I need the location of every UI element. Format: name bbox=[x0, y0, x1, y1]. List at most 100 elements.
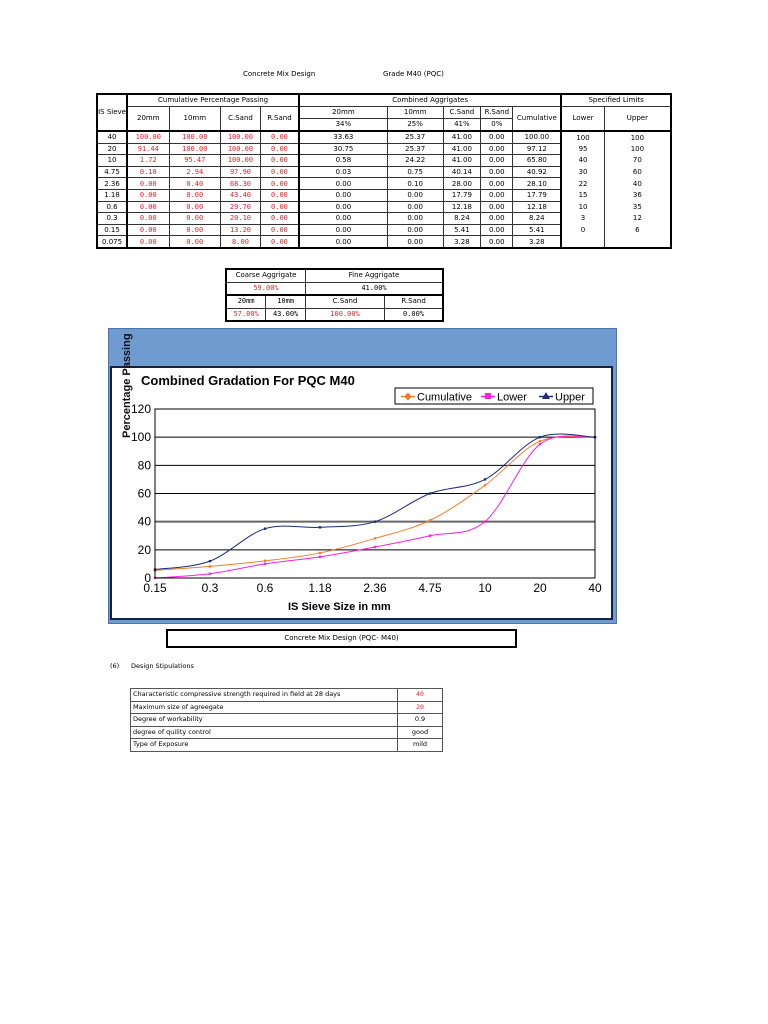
pct-10mm: 25% bbox=[386, 118, 444, 132]
comb-col-20mm: 20mm bbox=[298, 106, 388, 119]
cum-pass-c10: 100.00 bbox=[168, 142, 222, 156]
data-point-marker bbox=[318, 555, 322, 559]
cum-pass-c20: 0.00 bbox=[126, 235, 170, 249]
stipulation-label: Characteristic compressive strength requ… bbox=[130, 688, 398, 702]
cum-pass-cs: 43.40 bbox=[220, 188, 261, 202]
combined-brs: 0.00 bbox=[480, 235, 514, 249]
cum-pass-cs: 68.30 bbox=[220, 177, 261, 190]
sieve-size: 0.3 bbox=[96, 212, 128, 225]
table-row: 20 91.44 100.00 100.00 0.00 30.75 25.37 41.00 0.… bbox=[96, 142, 672, 156]
combined-b10: 0.00 bbox=[386, 212, 444, 225]
chart-gridlines: 0 20 40 60 80 100 120 bbox=[131, 402, 595, 585]
combined-b20: 0.00 bbox=[298, 235, 388, 249]
combined-b20: 0.03 bbox=[298, 165, 388, 179]
cum-pass-cs: 29.70 bbox=[220, 200, 261, 214]
combined-brs: 0.00 bbox=[480, 177, 514, 190]
upper-limit: 40 bbox=[603, 177, 672, 190]
table-row: 4.75 0.10 2.94 97.90 0.00 0.03 0.75 40.14 0.00 40… bbox=[96, 165, 672, 179]
coarse-aggregate-value: 59.00% bbox=[225, 281, 306, 296]
upper-limit: 60 bbox=[603, 166, 672, 178]
combined-aggregates-header: Combined Aggrigates bbox=[298, 93, 562, 107]
cum-pass-c20: 0.00 bbox=[126, 212, 170, 225]
cum-pass-c10: 0.00 bbox=[168, 200, 222, 214]
lower-limit: 15 bbox=[560, 189, 605, 202]
fine-aggregate-label: Fine Aggrigate bbox=[304, 268, 444, 283]
upper-limit: 100 bbox=[603, 143, 672, 155]
cum-pass-cs: 100.00 bbox=[220, 130, 261, 144]
chart-x-label: IS Sieve Size in mm bbox=[288, 601, 391, 613]
upper-limit bbox=[603, 235, 672, 248]
combined-b20: 30.75 bbox=[298, 142, 388, 156]
combined-brs: 0.00 bbox=[480, 142, 514, 156]
cum-pass-c10: 2.94 bbox=[168, 165, 222, 179]
legend-label: Lower bbox=[497, 392, 527, 404]
prop-val-10mm: 43.00% bbox=[265, 307, 306, 322]
upper-limit: 6 bbox=[603, 224, 672, 236]
data-point-marker bbox=[483, 520, 487, 523]
upper-col: Upper bbox=[603, 106, 672, 132]
data-point-marker bbox=[263, 562, 267, 566]
design-stipulations-table: Characteristic compressive strength requ… bbox=[130, 688, 443, 752]
comb-col-rsand: R.Sand bbox=[480, 106, 514, 119]
combined-cum: 100.00 bbox=[512, 130, 562, 144]
data-point-marker bbox=[373, 520, 377, 523]
cum-pass-rs: 0.00 bbox=[259, 223, 300, 237]
combined-bcs: 40.14 bbox=[442, 165, 482, 179]
y-tick-label: 40 bbox=[138, 515, 152, 529]
lower-limit: 22 bbox=[560, 177, 605, 190]
combined-b20: 0.58 bbox=[298, 154, 388, 167]
combined-b10: 0.00 bbox=[386, 235, 444, 249]
cum-pass-rs: 0.00 bbox=[259, 154, 300, 167]
fine-aggregate-value: 41.00% bbox=[304, 281, 444, 296]
lower-limit: 95 bbox=[560, 143, 605, 155]
legend-marker-square-icon bbox=[485, 393, 491, 399]
upper-limit: 35 bbox=[603, 201, 672, 213]
x-tick-label: 20 bbox=[533, 581, 547, 595]
combined-bcs: 41.00 bbox=[442, 130, 482, 144]
chart-axes: 0.15 0.3 0.6 1.18 2.36 4.75 10 20 40 bbox=[143, 408, 602, 595]
chart-title: Combined Gradation For PQC M40 bbox=[141, 373, 355, 388]
col-csand: C.Sand bbox=[220, 106, 261, 132]
data-point-marker bbox=[483, 478, 487, 481]
data-point-marker bbox=[483, 484, 487, 487]
cum-pass-rs: 0.00 bbox=[259, 177, 300, 190]
stipulation-value: good bbox=[397, 725, 443, 739]
cum-pass-c20: 1.72 bbox=[126, 154, 170, 167]
upper-limit: 12 bbox=[603, 212, 672, 225]
stipulation-row: Type of Exposure mild bbox=[130, 738, 443, 752]
x-tick-label: 0.15 bbox=[143, 581, 167, 595]
prop-col-10mm: 10mm bbox=[265, 294, 306, 309]
cumulative-col: Cumulative bbox=[512, 106, 562, 132]
chart-legend: Cumulative Lower Upper bbox=[394, 387, 594, 405]
data-point-marker bbox=[538, 435, 542, 439]
combined-b20: 33.63 bbox=[298, 130, 388, 144]
combined-bcs: 17.79 bbox=[442, 188, 482, 202]
lower-limit: 100 bbox=[560, 131, 605, 144]
stipulation-value: 40 bbox=[397, 688, 443, 702]
table-row: 0.075 0.00 0.00 8.00 0.00 0.00 0.00 3.28 0.00 3.2… bbox=[96, 235, 672, 249]
lower-limit: 30 bbox=[560, 166, 605, 178]
legend-label: Upper bbox=[555, 392, 585, 404]
stipulation-value: 0.9 bbox=[397, 713, 443, 727]
combined-bcs: 12.18 bbox=[442, 200, 482, 214]
table-row: 0.6 0.00 0.00 29.70 0.00 0.00 0.00 12.18 0.00 12.… bbox=[96, 200, 672, 214]
document-title: Concrete Mix Design bbox=[243, 70, 316, 78]
cum-pass-rs: 0.00 bbox=[259, 165, 300, 179]
combined-b10: 24.22 bbox=[386, 154, 444, 167]
cum-pass-c20: 91.44 bbox=[126, 142, 170, 156]
combined-brs: 0.00 bbox=[480, 130, 514, 144]
cum-pass-c20: 0.00 bbox=[126, 223, 170, 237]
prop-val-csand: 100.00% bbox=[304, 307, 386, 322]
series-line-lower bbox=[154, 435, 596, 579]
upper-limit: 36 bbox=[603, 189, 672, 202]
upper-limit: 100 bbox=[603, 131, 672, 144]
cum-pass-c10: 0.00 bbox=[168, 212, 222, 225]
x-tick-label: 2.36 bbox=[363, 581, 387, 595]
y-tick-label: 120 bbox=[131, 402, 151, 416]
combined-cum: 40.92 bbox=[512, 165, 562, 179]
stipulation-row: Maximum size of agreegate 20 bbox=[130, 700, 443, 714]
combined-brs: 0.00 bbox=[480, 212, 514, 225]
cum-pass-rs: 0.00 bbox=[259, 235, 300, 249]
sieve-size: 20 bbox=[96, 142, 128, 156]
combined-b20: 0.00 bbox=[298, 177, 388, 190]
